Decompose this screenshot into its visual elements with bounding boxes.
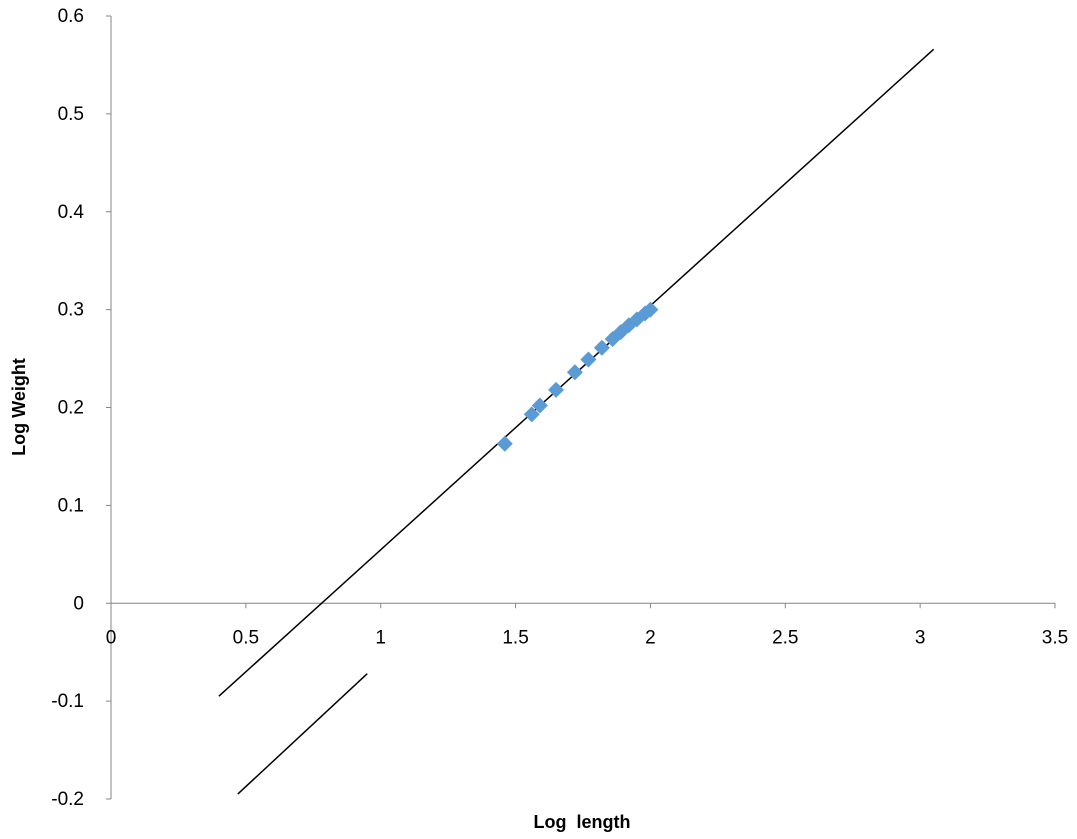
tick-labels: -0.2 -0.1 0 0.1 0.2 0.3 0.4 0.5 0.6 0 0.5 1 1.5 2 2.5 3…	[51, 6, 1068, 810]
y-tick-label: 0.3	[58, 300, 84, 321]
trend-lines	[218, 48, 935, 795]
x-tick-label: 2.5	[772, 627, 798, 648]
axes	[106, 15, 1056, 800]
data-point	[580, 351, 597, 368]
y-tick-label: 0.5	[58, 104, 84, 125]
data-point	[531, 397, 548, 414]
data-point	[566, 364, 583, 381]
y-tick-label: 0.2	[58, 398, 84, 419]
x-tick-label: 0.5	[233, 627, 259, 648]
data-point	[496, 435, 513, 452]
x-tick-label: 3	[915, 627, 926, 648]
x-tick-label: 3.5	[1042, 627, 1068, 648]
x-tick-label: 1.5	[502, 627, 528, 648]
x-axis-title: Log length	[534, 812, 631, 832]
y-tick-label: 0.6	[58, 6, 84, 27]
data-point	[642, 301, 659, 318]
x-tick-label: 1	[375, 627, 386, 648]
data-point	[593, 339, 610, 356]
data-points	[496, 301, 659, 452]
y-tick-label: -0.1	[51, 691, 84, 712]
data-point	[548, 381, 565, 398]
y-tick-label: 0.4	[58, 202, 85, 223]
y-tick-label: 0	[73, 593, 84, 614]
y-axis-title: Log Weight	[9, 358, 29, 456]
x-tick-label: 2	[645, 627, 656, 648]
x-tick-label: 0	[106, 627, 117, 648]
y-tick-label: 0.1	[58, 495, 84, 516]
data-point	[523, 406, 540, 423]
y-tick-label: -0.2	[51, 789, 84, 810]
trend-line-2	[237, 673, 368, 795]
